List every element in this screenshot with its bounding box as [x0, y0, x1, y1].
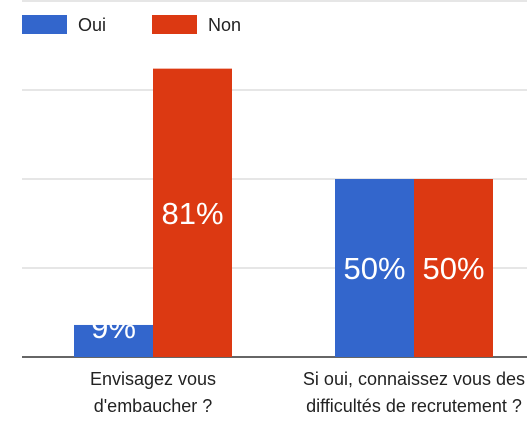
legend-swatch: [22, 15, 67, 34]
legend-swatch: [152, 15, 197, 34]
bar: [74, 324, 153, 357]
data-label: 81%: [161, 196, 223, 231]
data-label: 50%: [422, 251, 484, 286]
x-tick-label: Si oui, connaissez vous des difficultés …: [302, 369, 526, 416]
bar: [414, 179, 493, 357]
x-tick-label: Envisagez vous d'embaucher ?: [89, 369, 217, 416]
bar: [335, 179, 414, 357]
bar: [153, 68, 232, 357]
legend-label: Non: [208, 15, 241, 35]
data-label: 9%: [91, 310, 136, 345]
data-label: 50%: [343, 251, 405, 286]
legend-label: Oui: [78, 15, 106, 35]
